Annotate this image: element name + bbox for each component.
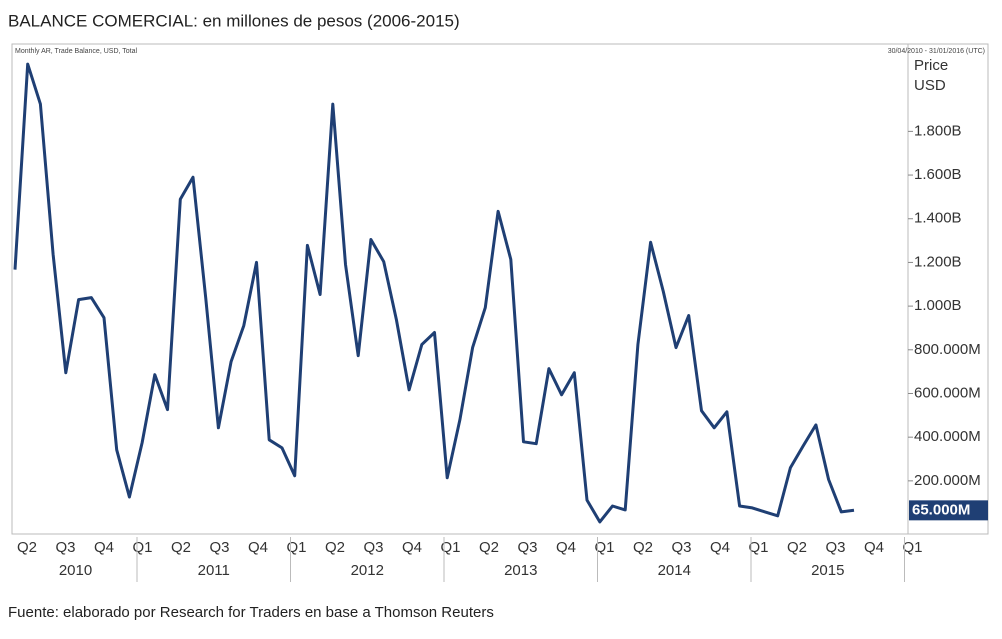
line (13, 62, 855, 524)
x-tick-label: Q4 (94, 539, 114, 556)
date-range: 30/04/2010 - 31/01/2016 (UTC) (888, 48, 985, 55)
year-label: 2010 (59, 562, 92, 579)
x-tick-label: Q1 (594, 539, 614, 556)
axis-unit: USD (914, 77, 946, 94)
year-label: 2011 (198, 562, 230, 579)
x-tick-label: Q3 (209, 539, 229, 556)
x-tick-label: Q2 (479, 539, 499, 556)
year-label: 2014 (658, 562, 691, 579)
x-tick-label: Q1 (902, 539, 922, 556)
y-tick-label: 400.000M (914, 428, 981, 445)
x-tick-label: Q3 (825, 539, 845, 556)
source: Fuente: elaborado por Research for Trade… (8, 604, 494, 621)
x-tick-label: Q4 (710, 539, 730, 556)
y-tick-label: 1.400B (914, 210, 962, 227)
last-value-label: 65.000M (912, 501, 970, 518)
y-tick-label: 600.000M (914, 384, 981, 401)
year-label: 2013 (504, 562, 537, 579)
axis-title: Price (914, 57, 948, 74)
x-tick-label: Q3 (55, 539, 75, 556)
x-tick-label: Q4 (402, 539, 422, 556)
x-tick-label: Q2 (17, 539, 37, 556)
x-tick-label: Q2 (787, 539, 807, 556)
x-tick-label: Q4 (864, 539, 884, 556)
year-label: 2015 (811, 562, 844, 579)
chart-title: BALANCE COMERCIAL: en millones de pesos … (8, 11, 460, 30)
x-tick-label: Q1 (748, 539, 768, 556)
y-tick-label: 200.000M (914, 472, 981, 489)
y-tick-label: 800.000M (914, 341, 981, 358)
x-tick-label: Q2 (633, 539, 653, 556)
x-tick-label: Q1 (440, 539, 460, 556)
x-tick-label: Q3 (671, 539, 691, 556)
x-tick-label: Q4 (556, 539, 576, 556)
x-tick-label: Q2 (325, 539, 345, 556)
x-tick-label: Q1 (132, 539, 152, 556)
x-tick-label: Q3 (363, 539, 383, 556)
year-label: 2012 (351, 562, 384, 579)
y-tick-label: 1.600B (914, 166, 962, 183)
x-tick-label: Q1 (286, 539, 306, 556)
series-label: Monthly AR, Trade Balance, USD, Total (15, 48, 137, 55)
y-tick-label: 1.800B (914, 122, 962, 139)
last-value-box (909, 500, 988, 521)
frame (11, 43, 989, 535)
x-tick-label: Q4 (248, 539, 268, 556)
x-tick-label: Q3 (517, 539, 537, 556)
x-tick-label: Q2 (171, 539, 191, 556)
y-tick-label: 1.200B (914, 253, 962, 270)
y-tick-label: 1.000B (914, 297, 962, 314)
